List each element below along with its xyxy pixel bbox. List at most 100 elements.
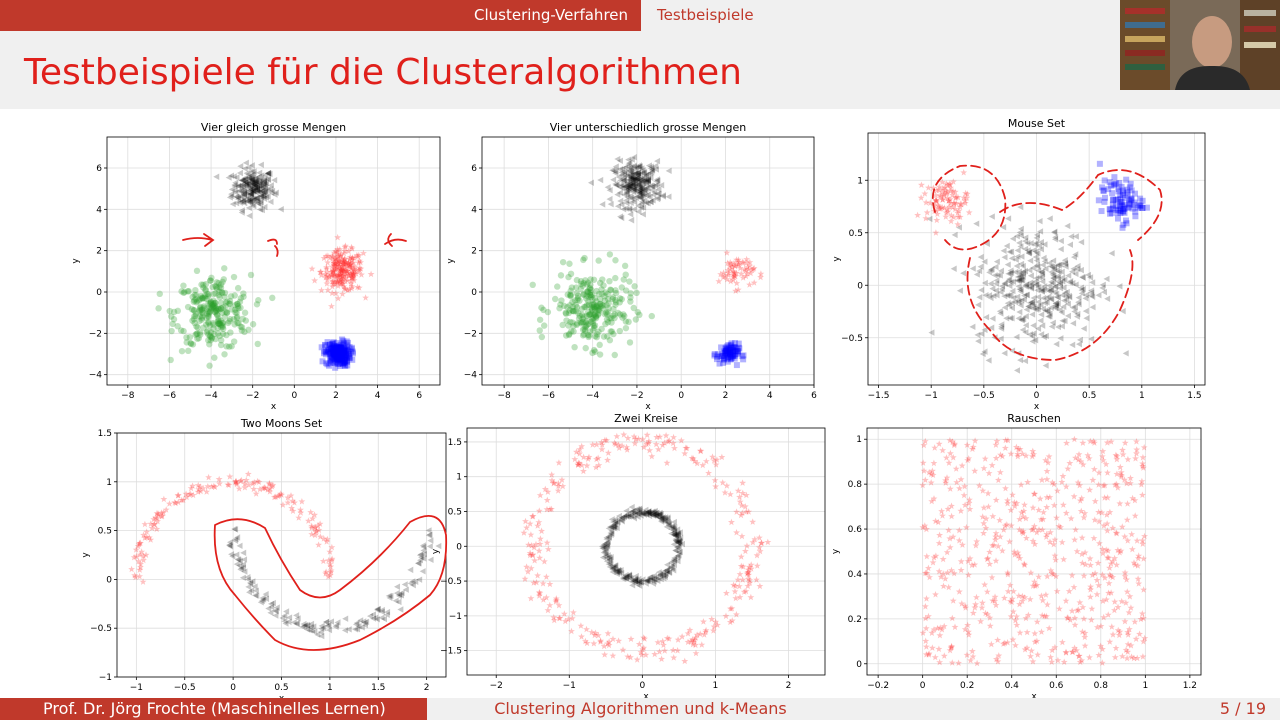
data-point — [591, 311, 598, 319]
data-point — [223, 298, 231, 305]
data-point — [746, 281, 753, 288]
data-point — [199, 294, 206, 302]
data-point — [630, 163, 637, 171]
data-point — [236, 199, 243, 206]
data-point — [214, 318, 222, 325]
data-point — [724, 343, 731, 350]
data-point — [587, 179, 594, 186]
data-point — [271, 176, 278, 184]
data-point — [219, 278, 226, 286]
data-point — [616, 189, 623, 196]
data-point — [245, 174, 252, 181]
data-point — [643, 185, 650, 193]
data-point — [237, 163, 244, 170]
data-point — [636, 311, 643, 319]
data-point — [245, 194, 252, 202]
data-point — [242, 181, 249, 189]
data-point — [337, 279, 344, 287]
data-point — [1124, 192, 1131, 199]
data-point — [343, 358, 350, 365]
data-point — [593, 303, 600, 310]
data-point — [221, 351, 228, 358]
data-point — [178, 347, 186, 355]
data-point — [636, 163, 643, 170]
data-point — [243, 197, 250, 205]
data-point — [350, 273, 358, 280]
data-point — [336, 356, 343, 363]
data-point — [1137, 203, 1144, 210]
data-point — [579, 282, 586, 289]
data-point — [336, 258, 344, 266]
data-point — [183, 334, 190, 341]
data-point — [638, 185, 645, 192]
data-point — [216, 306, 223, 313]
data-point — [264, 170, 271, 177]
data-point — [246, 212, 253, 219]
data-point — [331, 351, 338, 358]
data-point — [330, 249, 338, 256]
data-point — [339, 277, 346, 285]
data-point — [247, 192, 254, 199]
data-point — [567, 292, 574, 300]
data-point — [601, 297, 609, 304]
data-point — [245, 164, 252, 171]
data-point — [345, 272, 353, 279]
data-point — [595, 306, 603, 313]
data-point — [247, 184, 254, 191]
nav-subsection[interactable]: Testbeispiele — [657, 6, 754, 24]
data-point — [614, 155, 621, 163]
data-point — [244, 180, 251, 188]
data-point — [612, 299, 620, 306]
data-point — [637, 184, 644, 191]
data-point — [326, 350, 333, 357]
data-point — [256, 178, 263, 186]
data-point — [247, 178, 254, 186]
x-tick-label: 0.8 — [1094, 681, 1109, 691]
data-point — [213, 307, 220, 314]
data-point — [624, 186, 631, 194]
data-point — [256, 201, 263, 208]
data-point — [612, 289, 620, 297]
data-point — [196, 306, 204, 313]
data-point — [348, 245, 356, 252]
x-axis-label: x — [645, 402, 651, 412]
data-point — [624, 180, 631, 188]
data-point — [241, 165, 248, 172]
x-tick-label: 0.5 — [1082, 391, 1096, 401]
data-point — [638, 195, 645, 202]
data-point — [645, 171, 652, 178]
nav-section-active[interactable]: Clustering-Verfahren — [0, 0, 641, 31]
data-point — [341, 352, 348, 359]
x-tick-label: 1.2 — [1183, 681, 1197, 691]
data-point — [593, 303, 601, 311]
data-point — [341, 256, 348, 263]
data-point — [356, 257, 363, 264]
data-point — [623, 189, 630, 196]
data-point — [334, 345, 341, 352]
data-point — [245, 181, 252, 189]
y-axis-label: y — [832, 256, 842, 262]
data-point — [248, 177, 255, 184]
data-point — [201, 294, 208, 302]
data-point — [207, 299, 214, 307]
data-point — [330, 259, 338, 267]
data-point — [328, 271, 336, 278]
data-point — [335, 352, 342, 359]
data-point — [647, 198, 654, 206]
data-point — [572, 284, 580, 291]
data-point — [730, 268, 738, 276]
data-point — [647, 163, 654, 170]
data-point — [581, 303, 588, 311]
data-point — [579, 318, 587, 326]
data-point — [311, 277, 319, 284]
data-point — [339, 269, 346, 277]
data-point — [193, 291, 200, 299]
data-point — [212, 290, 219, 297]
data-point — [250, 170, 257, 178]
data-point — [322, 252, 330, 260]
data-point — [334, 273, 342, 280]
data-point — [237, 193, 244, 200]
data-point — [249, 183, 256, 191]
data-point — [340, 353, 347, 360]
